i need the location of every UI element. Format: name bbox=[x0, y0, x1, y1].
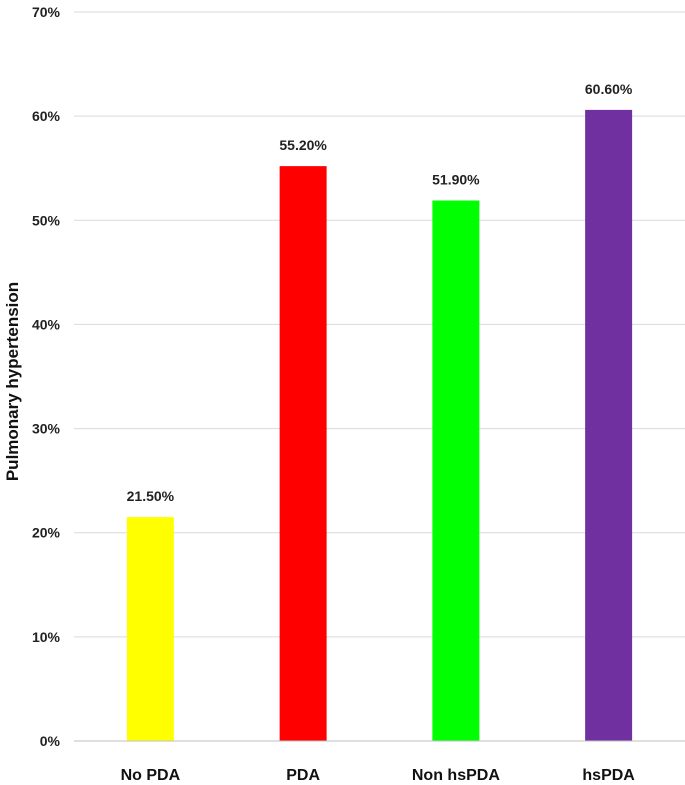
data-label: 60.60% bbox=[585, 81, 633, 97]
bar bbox=[432, 200, 480, 742]
y-tick-label: 20% bbox=[32, 525, 61, 541]
bar bbox=[279, 166, 327, 742]
y-tick-label: 70% bbox=[32, 4, 61, 20]
y-tick-label: 0% bbox=[40, 733, 61, 749]
x-category-label: No PDA bbox=[121, 767, 181, 784]
data-label: 51.90% bbox=[432, 171, 480, 187]
y-axis-ticks: 0% 10% 20% 30% 40% 50% 60% 70% bbox=[32, 4, 61, 749]
gridlines bbox=[74, 11, 685, 638]
x-axis-categories: No PDA PDA Non hsPDA hsPDA bbox=[121, 767, 636, 784]
data-label: 55.20% bbox=[279, 137, 327, 153]
y-tick-label: 40% bbox=[32, 316, 61, 332]
bars bbox=[126, 109, 633, 742]
y-tick-label: 30% bbox=[32, 421, 61, 437]
data-labels: 21.50% 55.20% 51.90% 60.60% bbox=[127, 81, 633, 504]
bar bbox=[585, 109, 633, 741]
x-category-label: Non hsPDA bbox=[412, 767, 500, 784]
y-tick-label: 60% bbox=[32, 108, 61, 124]
x-category-label: hsPDA bbox=[582, 767, 635, 784]
bar bbox=[126, 517, 174, 741]
y-tick-label: 50% bbox=[32, 212, 61, 228]
x-category-label: PDA bbox=[286, 767, 320, 784]
y-tick-label: 10% bbox=[32, 629, 61, 645]
data-label: 21.50% bbox=[127, 488, 175, 504]
y-axis-label: Pulmonary hypertension bbox=[3, 282, 22, 481]
